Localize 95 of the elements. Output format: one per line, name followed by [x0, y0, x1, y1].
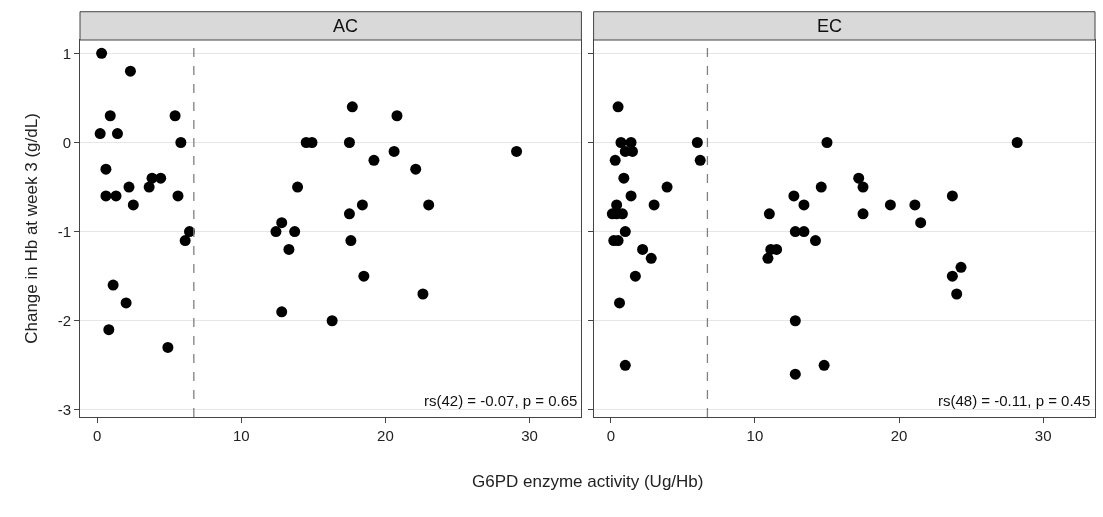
- point: [612, 101, 624, 113]
- y-tick-label: -3: [57, 401, 71, 419]
- point: [788, 190, 800, 202]
- point: [618, 172, 630, 184]
- point: [110, 190, 122, 202]
- point: [691, 136, 703, 148]
- chart-title: AC: [333, 16, 359, 36]
- point: [637, 243, 649, 255]
- point: [388, 145, 400, 157]
- point: [789, 368, 801, 380]
- point: [857, 181, 869, 193]
- x-tick-label: 10: [233, 427, 250, 444]
- point: [815, 181, 827, 193]
- x-tick-label: 20: [890, 427, 908, 444]
- point: [358, 270, 370, 282]
- point: [410, 163, 422, 175]
- y-tick-label: -2: [57, 311, 71, 329]
- point: [276, 217, 288, 229]
- x-axis-title: G6PD enzyme activity (Ug/Hb): [472, 472, 704, 491]
- point: [270, 226, 282, 238]
- point: [172, 190, 184, 202]
- point: [289, 226, 301, 238]
- point: [946, 270, 958, 282]
- y-axis-title: Change in Hb at week 3 (g/dL): [22, 113, 42, 344]
- point: [124, 65, 136, 77]
- point: [175, 136, 187, 148]
- annotation: rs(48) = -0.11, p = 0.45: [938, 392, 1091, 409]
- point: [120, 297, 132, 309]
- point: [909, 199, 921, 211]
- point: [179, 235, 191, 247]
- point: [169, 110, 181, 122]
- point: [694, 154, 706, 166]
- point: [818, 359, 830, 371]
- point: [615, 136, 627, 148]
- point: [789, 315, 801, 327]
- point: [356, 199, 368, 211]
- point: [619, 359, 631, 371]
- point: [123, 181, 135, 193]
- point: [94, 128, 106, 140]
- point: [821, 136, 833, 148]
- point: [345, 235, 357, 247]
- point: [343, 208, 355, 220]
- point: [155, 172, 167, 184]
- point: [1011, 136, 1023, 148]
- point: [762, 252, 774, 264]
- point: [915, 217, 927, 229]
- x-tick-label: 30: [1034, 427, 1052, 444]
- point: [96, 47, 108, 59]
- point: [417, 288, 429, 300]
- point: [853, 172, 865, 184]
- point: [661, 181, 673, 193]
- point: [809, 235, 821, 247]
- point: [798, 199, 810, 211]
- point: [103, 324, 115, 336]
- point: [951, 288, 963, 300]
- annotation: rs(42) = -0.07, p = 0.65: [424, 392, 578, 409]
- point: [368, 154, 380, 166]
- point: [100, 190, 112, 202]
- point: [104, 110, 116, 122]
- point: [107, 279, 119, 291]
- point: [326, 315, 338, 327]
- point: [283, 243, 295, 255]
- point: [292, 181, 304, 193]
- point: [763, 208, 775, 220]
- x-tick-label: 20: [377, 427, 394, 444]
- point: [857, 208, 869, 220]
- point: [162, 341, 174, 353]
- point: [645, 252, 657, 264]
- x-tick-label: 0: [606, 427, 616, 444]
- point: [648, 199, 660, 211]
- y-tick-label: -1: [57, 222, 71, 240]
- x-tick-label: 0: [93, 427, 102, 444]
- point: [884, 199, 896, 211]
- point: [391, 110, 403, 122]
- point: [619, 226, 631, 238]
- point: [276, 306, 288, 318]
- point: [343, 136, 355, 148]
- x-tick-label: 10: [746, 427, 764, 444]
- chart-title: EC: [817, 16, 843, 36]
- y-tick-label: 0: [62, 133, 71, 151]
- point: [346, 101, 358, 113]
- x-tick-label: 30: [521, 427, 538, 444]
- point: [614, 297, 626, 309]
- point: [100, 163, 112, 175]
- point: [609, 154, 621, 166]
- point: [127, 199, 139, 211]
- point: [511, 145, 523, 157]
- y-tick-label: 1: [62, 44, 71, 62]
- point: [798, 226, 810, 238]
- point: [625, 190, 637, 202]
- point: [423, 199, 435, 211]
- point: [955, 261, 967, 273]
- point: [111, 128, 123, 140]
- point: [946, 190, 958, 202]
- point: [629, 270, 641, 282]
